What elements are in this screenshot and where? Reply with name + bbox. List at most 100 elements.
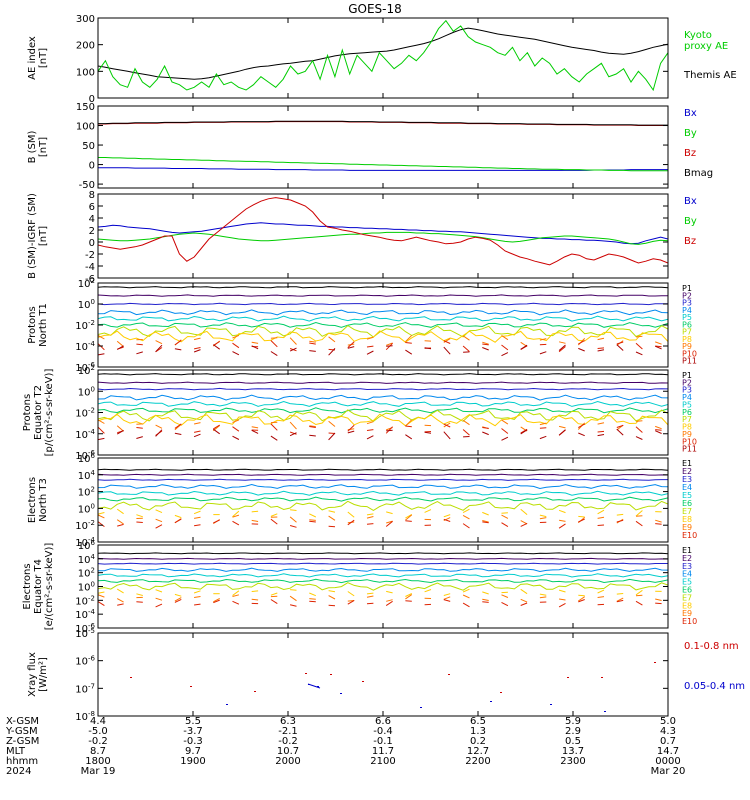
channel-segment-E8 [136,593,143,596]
channel-segment-E10 [655,602,662,605]
channel-segment-E9 [309,519,316,521]
series-line-1 [98,157,668,172]
y-tick-label: 10-6 [75,655,95,668]
x-column-value: 13.7 [562,746,584,757]
channel-segment-E10 [405,520,412,522]
channel-segment-E10 [655,523,662,525]
x-column-value: 14.7 [657,746,679,757]
channel-segment-E10 [117,603,124,606]
channel-segment-P10 [347,341,355,348]
channel-segment-E9 [597,516,605,519]
channel-segment-E8 [366,513,374,516]
channel-segment-P11 [578,432,585,437]
channel-label: E3 [682,475,692,484]
x-column-value: 5.0 [660,716,676,727]
x-date-label: Mar 19 [81,766,116,777]
series-line-0 [98,27,668,80]
channel-segment-E8 [578,594,585,597]
channel-segment-P9 [655,425,662,430]
channel-segment-E10 [136,521,143,523]
channel-segment-E10 [289,604,297,607]
channel-segment-E9 [655,598,662,601]
x-column-value: 6.3 [280,716,296,727]
x-column-value: 1800 [85,756,110,767]
channel-segment-P11 [424,347,432,350]
y-tick-label: 10-4 [75,608,95,621]
channel-segment-P10 [213,424,220,430]
y-tick-label: 102 [78,567,95,580]
xray-point-short [550,704,552,705]
panel-2: -50 0 50 100 150 B (SM)[nT] Bx By Bz Bmag [27,102,713,191]
channel-line-P8 [98,413,668,427]
y-tick-label: 10-6 [75,622,95,635]
channel-segment-P11 [520,344,528,350]
channel-segment-P9 [443,338,451,343]
channel-segment-E10 [328,525,336,528]
x-row-label: X-GSM [6,716,39,727]
channel-segment-E9 [501,594,509,598]
y-tick-label: 106 [78,452,96,465]
channel-segment-P10 [501,428,509,434]
channel-segment-P11 [597,349,605,352]
y-tick-label: 10-5 [75,627,95,640]
channel-segment-E9 [366,516,374,519]
channel-label: P6 [682,320,692,329]
channel-segment-P10 [174,339,182,346]
channel-segment-E8 [290,509,297,511]
legend-entry: Themis AE [683,70,737,81]
channel-segment-E10 [635,600,643,606]
channel-segment-E9 [98,514,105,519]
channel-label: P8 [682,423,692,432]
channel-segment-P10 [501,344,509,351]
channel-segment-P11 [366,435,374,440]
channel-label: P5 [682,400,692,409]
channel-segment-E8 [136,514,143,518]
channel-segment-E10 [232,520,240,526]
legend-entry: Bx [684,196,697,207]
channel-segment-E8 [482,511,489,516]
channel-line-P6 [98,407,668,414]
x-column-value: -0.4 [373,726,393,737]
channel-label: E9 [682,523,692,532]
channel-segment-P9 [405,334,413,343]
channel-line-E6 [98,496,668,502]
xray-point-long [567,677,569,678]
channel-label: E1 [682,459,692,468]
x-column-value: -5.0 [88,726,108,737]
channel-segment-P9 [347,428,355,431]
channel-segment-E10 [366,602,374,605]
channel-segment-P9 [501,334,509,341]
y-tick-label: 106 [78,539,96,552]
channel-line-P7 [98,409,668,423]
y-tick-label: 10-4 [75,536,95,549]
channel-segment-P9 [116,425,124,432]
channel-segment-E10 [405,600,412,602]
channel-segment-P9 [366,421,374,425]
channel-segment-P11 [232,435,240,440]
channel-segment-P10 [482,427,489,429]
channel-segment-P10 [405,425,412,428]
channel-line-E4 [98,567,668,573]
y-tick-label: 104 [78,553,96,566]
channel-label: E2 [682,554,692,563]
channel-segment-P9 [597,422,605,425]
channel-segment-E8 [558,589,566,593]
channel-segment-P10 [193,347,201,350]
channel-label: P3 [682,386,692,395]
channel-segment-P9 [405,419,413,427]
channel-segment-P11 [289,432,297,437]
panel-frame [97,105,669,189]
channel-segment-E8 [232,510,240,518]
y-tick-label: -2 [85,250,95,261]
channel-segment-P11 [213,428,220,435]
xray-point-long [330,674,332,675]
channel-label: P9 [682,342,692,351]
xray-point-long [601,677,603,678]
y-tick-label: 10-2 [75,519,95,532]
channel-label: P7 [682,415,692,424]
channel-segment-E9 [386,520,393,524]
channel-segment-P11 [558,344,566,351]
y-tick-label: -50 [79,180,95,191]
channel-label: P7 [682,328,692,337]
